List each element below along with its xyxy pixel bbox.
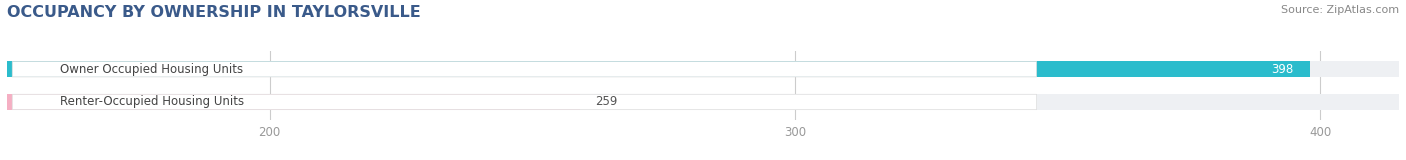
Bar <box>7 61 1309 77</box>
FancyBboxPatch shape <box>13 61 1036 77</box>
Text: 398: 398 <box>1271 63 1294 76</box>
Bar <box>7 94 1399 110</box>
Bar <box>7 94 579 110</box>
Text: OCCUPANCY BY OWNERSHIP IN TAYLORSVILLE: OCCUPANCY BY OWNERSHIP IN TAYLORSVILLE <box>7 5 420 20</box>
Text: Owner Occupied Housing Units: Owner Occupied Housing Units <box>59 63 243 76</box>
Text: 259: 259 <box>595 96 617 108</box>
FancyBboxPatch shape <box>13 94 1036 110</box>
Text: Renter-Occupied Housing Units: Renter-Occupied Housing Units <box>59 96 243 108</box>
Bar <box>7 61 1399 77</box>
Text: Source: ZipAtlas.com: Source: ZipAtlas.com <box>1281 5 1399 15</box>
